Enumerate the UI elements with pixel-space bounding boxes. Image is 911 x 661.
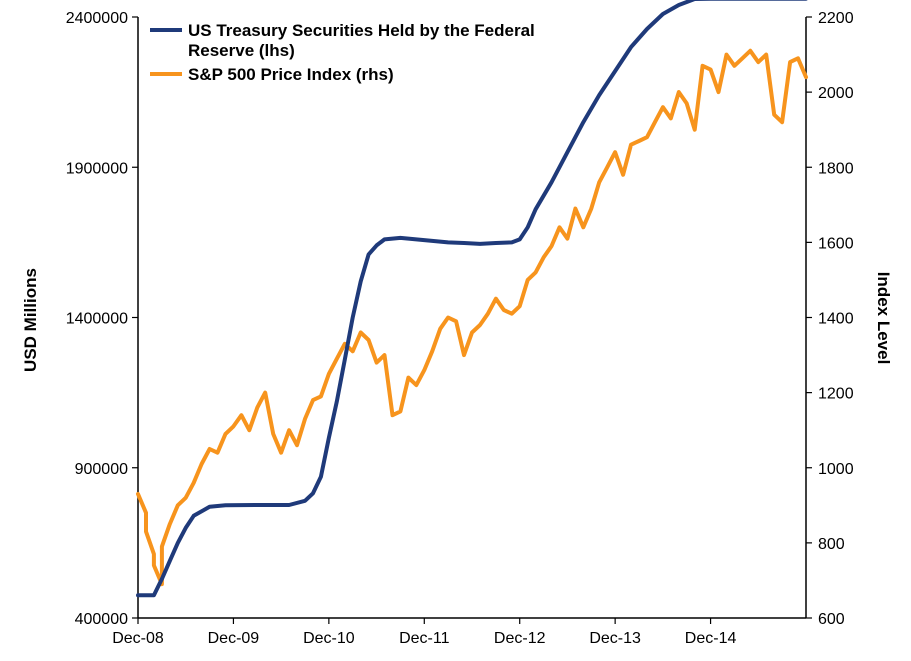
treasury-holdings-line [136, 0, 808, 598]
y-left-tick-label: 900000 [75, 461, 128, 478]
series-layer [136, 0, 808, 598]
y-right-tick-label: 1200 [818, 386, 854, 403]
sp500-line [136, 48, 808, 587]
x-tick-label: Dec-10 [303, 630, 355, 647]
y-right-tick-label: 1600 [818, 235, 854, 252]
y-left-tick-label: 400000 [75, 611, 128, 628]
x-tick-label: Dec-14 [685, 630, 737, 647]
x-tick-label: Dec-12 [494, 630, 546, 647]
y-left-tick-label: 1400000 [66, 311, 128, 328]
y-right-tick-label: 600 [818, 611, 845, 628]
y-right-tick-label: 2000 [818, 85, 854, 102]
legend-label: US Treasury Securities Held by the Feder… [188, 21, 535, 40]
y-axis-right-title: Index Level [874, 272, 893, 365]
y-right-tick-label: 1000 [818, 461, 854, 478]
y-left-tick-label: 2400000 [66, 10, 128, 27]
legend: US Treasury Securities Held by the Feder… [150, 21, 535, 84]
y-right-tick-label: 800 [818, 536, 845, 553]
axes: 400000 900000 1400000 1900000 2400000 600 800 1… [66, 10, 854, 647]
y-left-tick-label: 1900000 [66, 160, 128, 177]
y-axis-left-title: USD Millions [21, 268, 40, 372]
x-tick-label: Dec-13 [589, 630, 641, 647]
y-right-tick-label: 1800 [818, 160, 854, 177]
y-right-tick-label: 1400 [818, 311, 854, 328]
y-right-tick-label: 2200 [818, 10, 854, 27]
x-tick-label: Dec-08 [112, 630, 164, 647]
legend-label: Reserve (lhs) [188, 41, 295, 60]
x-tick-label: Dec-11 [399, 630, 449, 647]
legend-label: S&P 500 Price Index (rhs) [188, 65, 394, 84]
x-tick-label: Dec-09 [208, 630, 260, 647]
